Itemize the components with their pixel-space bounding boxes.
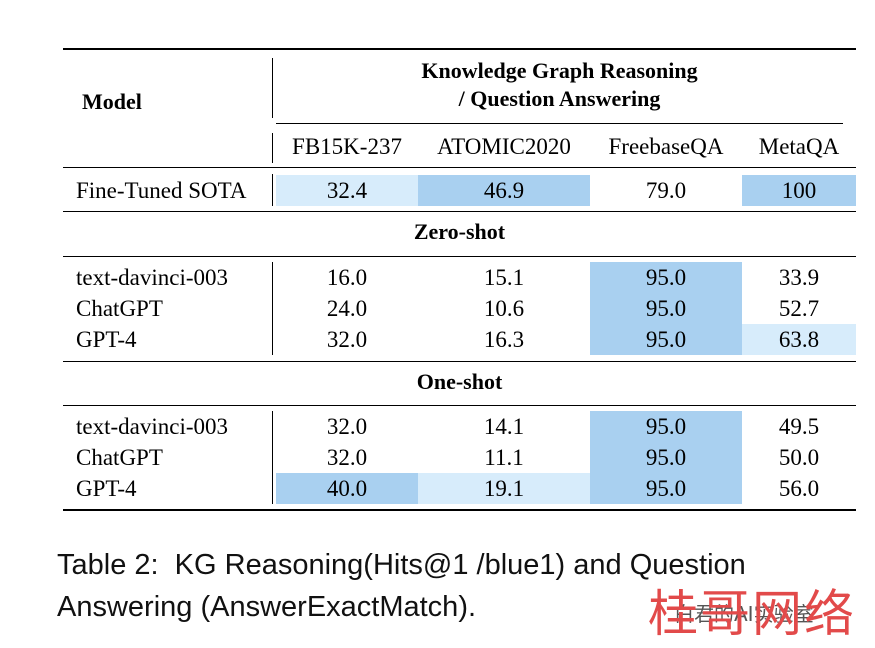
zero-row1-fb15k: 16.0: [326, 265, 368, 290]
watermark-logo-text: 桂哥网络: [648, 585, 856, 643]
header-bottom-rule: [63, 167, 856, 168]
sota-value-metaqa: 100: [742, 175, 856, 206]
zero-row2-freebaseqa: 95.0: [590, 293, 742, 324]
zero-row1-atomic: 15.1: [483, 265, 525, 290]
zero-row3-model: GPT-4: [76, 327, 137, 352]
zero-row1-metaqa: 33.9: [778, 265, 820, 290]
sota-bottom-rule: [63, 211, 856, 212]
model-header: Model: [82, 89, 142, 114]
section-title-zero-shot: Zero-shot: [413, 219, 506, 244]
column-header-metaqa: MetaQA: [758, 134, 840, 159]
model-divider-cols: [272, 133, 273, 163]
one-row3-metaqa: 56.0: [778, 476, 820, 501]
column-header-atomic: ATOMIC2020: [437, 134, 571, 159]
group-header-line1: Knowledge Graph Reasoning: [421, 58, 698, 83]
one-row2-atomic: 11.1: [484, 445, 524, 470]
zero-row3-atomic: 16.3: [483, 327, 525, 352]
group-header-underline: [276, 123, 843, 124]
watermark-account-name: 白君的AI实验室: [674, 602, 814, 626]
zero-row2-model: ChatGPT: [76, 296, 163, 321]
one-row1-metaqa: 49.5: [778, 414, 820, 439]
bottom-rule: [63, 509, 856, 511]
one-row1-atomic: 14.1: [483, 414, 525, 439]
zero-row2-metaqa: 52.7: [778, 296, 820, 321]
one-row2-freebaseqa: 95.0: [590, 442, 742, 473]
sota-value-atomic: 46.9: [418, 175, 590, 206]
sota-value-fb15k: 32.4: [276, 175, 418, 206]
one-row2-metaqa: 50.0: [778, 445, 820, 470]
zero-row3-fb15k: 32.0: [326, 327, 368, 352]
zero-row2-fb15k: 24.0: [326, 296, 368, 321]
column-header-freebaseqa: FreebaseQA: [608, 134, 724, 159]
column-header-fb15k: FB15K-237: [292, 134, 402, 159]
sota-model-label: Fine-Tuned SOTA: [76, 178, 247, 203]
sota-value-freebaseqa: 79.0: [645, 178, 687, 203]
model-divider-sota: [272, 174, 273, 206]
one-row3-freebaseqa: 95.0: [590, 473, 742, 504]
model-divider-zero: [272, 262, 273, 355]
top-rule: [63, 48, 856, 50]
one-row1-model: text-davinci-003: [76, 414, 229, 439]
zero-row2-atomic: 10.6: [483, 296, 525, 321]
section-title-one-shot: One-shot: [416, 369, 503, 394]
table-caption-line1: Table 2: KG Reasoning(Hits@1 /blue1) and…: [57, 549, 746, 581]
table-caption-line2: Answering (AnswerExactMatch).: [57, 591, 477, 623]
one-row1-fb15k: 32.0: [326, 414, 368, 439]
one-row3-atomic: 19.1: [418, 473, 590, 504]
one-shot-bottom-rule: [63, 405, 856, 406]
zero-section-bottom-rule: [63, 361, 856, 362]
one-row3-model: GPT-4: [76, 476, 137, 501]
one-row3-fb15k: 40.0: [276, 473, 418, 504]
zero-shot-bottom-rule: [63, 256, 856, 257]
model-divider-one: [272, 411, 273, 504]
zero-row1-freebaseqa: 95.0: [590, 262, 742, 293]
zero-row1-model: text-davinci-003: [76, 265, 229, 290]
group-header-line2: / Question Answering: [458, 86, 661, 111]
one-row2-model: ChatGPT: [76, 445, 163, 470]
zero-row3-metaqa: 63.8: [742, 324, 856, 355]
zero-row3-freebaseqa: 95.0: [590, 324, 742, 355]
model-divider-top: [272, 58, 273, 118]
one-row2-fb15k: 32.0: [326, 445, 368, 470]
one-row1-freebaseqa: 95.0: [590, 411, 742, 442]
